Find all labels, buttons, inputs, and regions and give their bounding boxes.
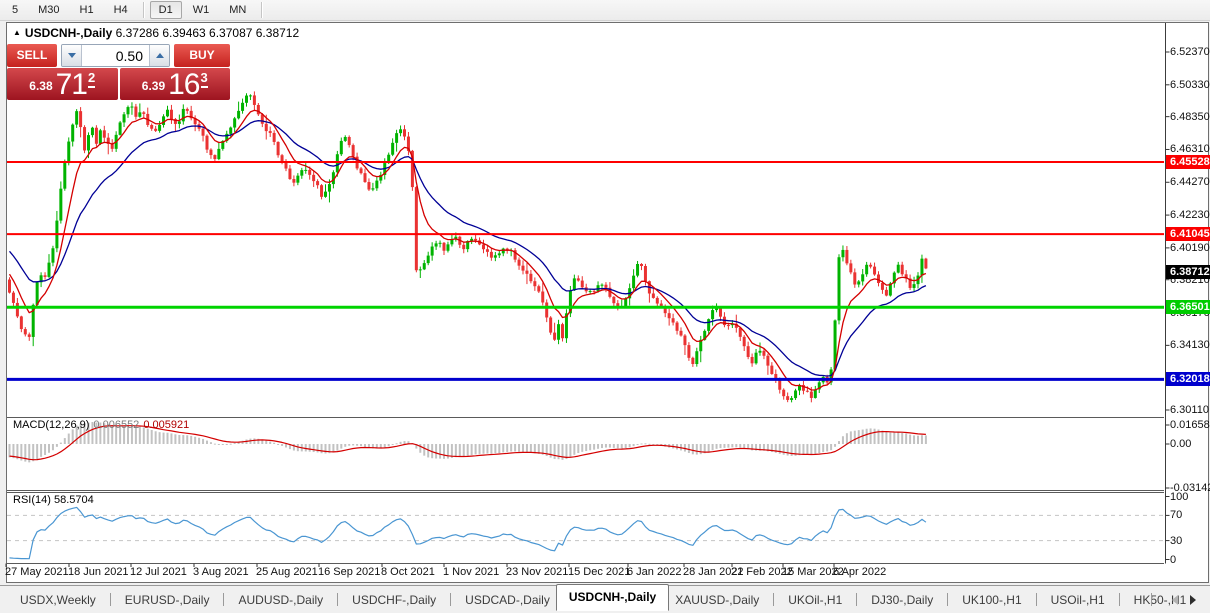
sell-button[interactable]: SELL — [7, 44, 57, 67]
ask-price-pips: 16 — [168, 67, 200, 101]
collapse-arrow-icon[interactable]: ▲ — [13, 28, 21, 37]
chart-tab-dj30-daily[interactable]: DJ30-,Daily — [871, 592, 934, 607]
volume-input[interactable] — [82, 45, 149, 66]
chart-title: ▲ USDCNH-,Daily 6.37286 6.39463 6.37087 6… — [13, 26, 299, 40]
tab-separator — [947, 593, 949, 606]
chart-tab-uk100-h1[interactable]: UK100-,H1 — [962, 592, 1022, 607]
tab-separator — [450, 593, 452, 606]
rsi-name: RSI(14) — [13, 494, 51, 506]
tab-scroll-left-button[interactable] — [1166, 591, 1184, 609]
timeframe-button-mn[interactable]: MN — [229, 4, 247, 16]
bid-price-panel[interactable]: 6.38 71 2 — [7, 68, 118, 100]
timeframe-button-5[interactable]: 5 — [12, 4, 19, 16]
bid-price-pips: 71 — [55, 67, 88, 101]
rsi-label: RSI(14) 58.5704 — [13, 494, 94, 506]
chart-tab-usdcad-daily[interactable]: USDCAD-,Daily — [465, 592, 550, 607]
bid-price-major: 6.38 — [29, 79, 53, 93]
tab-separator — [773, 593, 775, 606]
macd-signal-value: 0.005921 — [143, 419, 190, 431]
macd-name: MACD(12,26,9) — [13, 419, 90, 431]
timeframe-button-w1[interactable]: W1 — [192, 4, 210, 16]
toolbar-separator — [261, 2, 263, 18]
tab-separator — [223, 593, 225, 606]
tab-separator — [1118, 593, 1120, 606]
timeframe-button-h4[interactable]: H4 — [113, 4, 128, 16]
ask-price-point: 3 — [200, 70, 208, 88]
tab-separator — [856, 593, 858, 606]
chart-tab-ukoil-h1[interactable]: UKOil-,H1 — [788, 592, 843, 607]
tab-scroll-controls — [1137, 586, 1202, 613]
chart-ohlc-values: 6.37286 6.39463 6.37087 6.38712 — [115, 26, 300, 40]
ask-price-panel[interactable]: 6.39 16 3 — [119, 67, 230, 101]
timeframe-button-d1[interactable]: D1 — [149, 1, 182, 19]
macd-main-value: 0.006552 — [93, 419, 140, 431]
timeframe-button-m30[interactable]: M30 — [38, 4, 60, 16]
buy-button[interactable]: BUY — [174, 44, 230, 67]
chart-tab-eurusd-daily[interactable]: EURUSD-,Daily — [124, 592, 210, 607]
triangle-up-icon — [155, 53, 164, 58]
macd-label: MACD(12,26,9) 0.006552 0.005921 — [13, 419, 189, 431]
chart-tab-bar: USDX,Weekly EURUSD-,Daily AUDUSD-,Daily USD… — [0, 584, 1210, 613]
chart-tab-usdchf-daily[interactable]: USDCHF-,Daily — [352, 592, 437, 607]
tab-separator — [1035, 593, 1037, 606]
volume-increase-button[interactable] — [149, 45, 169, 66]
triangle-down-icon — [67, 53, 76, 58]
bid-price-point: 2 — [88, 70, 96, 88]
volume-decrease-button[interactable] — [62, 45, 82, 66]
tab-scroll-right-button[interactable] — [1184, 591, 1202, 609]
tab-separator — [337, 593, 339, 606]
timeframe-button-h1[interactable]: H1 — [79, 4, 94, 16]
toolbar-separator — [142, 2, 144, 18]
chart-tab-usdcnh-daily[interactable]: USDCNH-,Daily — [555, 584, 670, 611]
chart-tab-xauusd-daily[interactable]: XAUUSD-,Daily — [675, 592, 760, 607]
one-click-trading-panel: SELL BUY 6.38 71 2 6.39 16 3 — [7, 44, 230, 100]
volume-spinner — [61, 44, 170, 67]
arrow-left-icon — [1172, 594, 1178, 605]
arrow-right-icon — [1190, 594, 1196, 605]
chart-tab-usoil-h1[interactable]: USOil-,H1 — [1050, 592, 1105, 607]
chart-window — [6, 22, 1209, 583]
chart-tabs: USDX,Weekly EURUSD-,Daily AUDUSD-,Daily USD… — [0, 584, 1186, 613]
chart-tab-usdx-weekly[interactable]: USDX,Weekly — [20, 592, 96, 607]
tab-separator — [109, 593, 111, 606]
chart-symbol: USDCNH-,Daily — [24, 26, 113, 40]
rsi-value: 58.5704 — [53, 494, 94, 506]
ask-price-major: 6.39 — [141, 79, 166, 93]
chart-tab-audusd-daily[interactable]: AUDUSD-,Daily — [238, 592, 324, 607]
timeframe-toolbar: 5 M30 H1 H4 D1 W1 MN — [0, 0, 1210, 21]
tabbar-separator — [1151, 593, 1152, 606]
